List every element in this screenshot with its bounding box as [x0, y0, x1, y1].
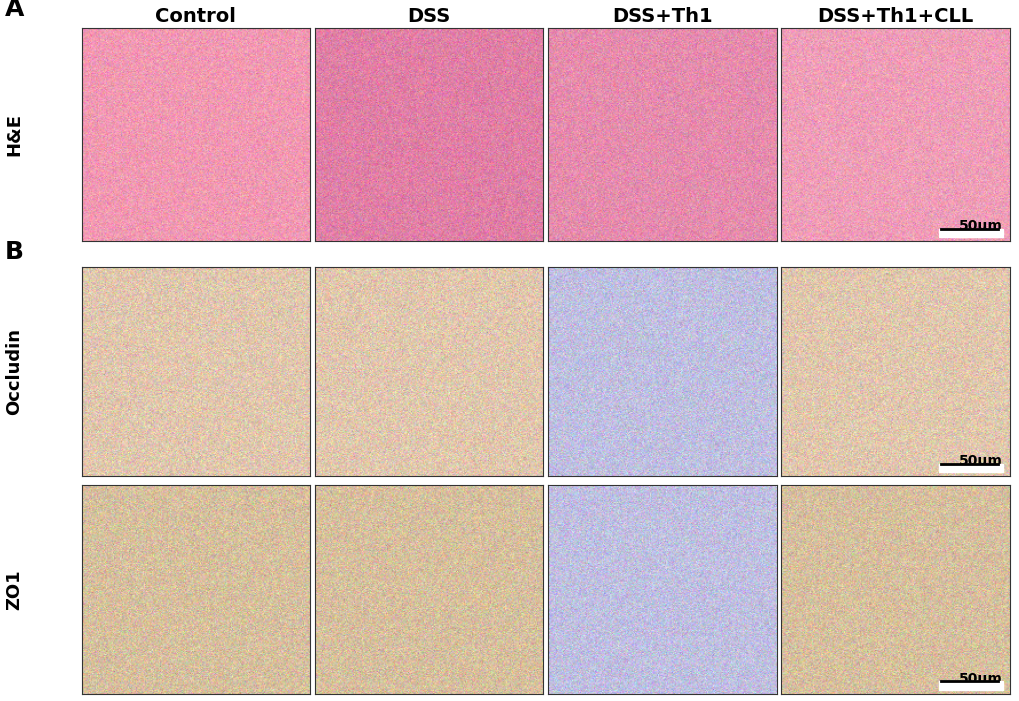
Title: Control: Control	[155, 8, 236, 27]
Text: ZO1: ZO1	[5, 569, 23, 610]
Title: DSS+Th1+CLL: DSS+Th1+CLL	[816, 8, 973, 27]
Text: 50μm: 50μm	[958, 672, 1002, 686]
Text: 50μm: 50μm	[958, 219, 1002, 233]
Bar	[938, 229, 1002, 237]
Bar	[938, 464, 1002, 472]
Text: Occludin: Occludin	[5, 328, 23, 415]
Text: 50μm: 50μm	[958, 454, 1002, 468]
Text: H&E: H&E	[5, 114, 23, 156]
Bar	[938, 681, 1002, 690]
Title: DSS: DSS	[407, 8, 450, 27]
Text: A: A	[5, 0, 24, 21]
Title: DSS+Th1: DSS+Th1	[611, 8, 712, 27]
Text: B: B	[5, 240, 24, 264]
